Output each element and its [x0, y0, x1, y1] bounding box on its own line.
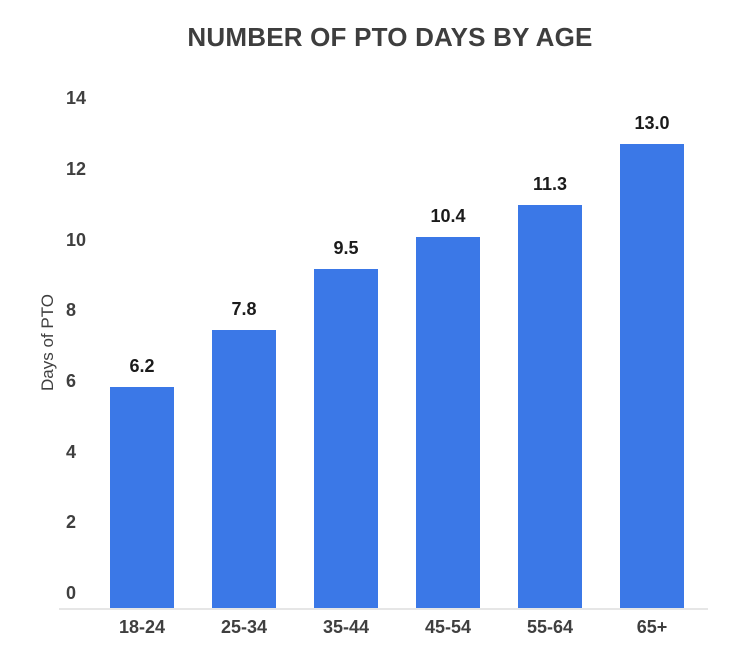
bar-value-label: 11.3 [532, 173, 568, 194]
x-axis-tick-label: 35-44 [322, 617, 370, 637]
bar-value-label: 6.2 [129, 355, 155, 376]
bar-45-54 [416, 236, 480, 608]
x-axis-tick-label: 55-64 [526, 617, 574, 637]
x-axis-tick-label: 65+ [636, 617, 668, 637]
bar-65+ [620, 143, 684, 608]
x-axis-line [59, 608, 708, 610]
bar-55-64 [518, 204, 582, 608]
y-axis-tick-label: 4 [66, 441, 77, 462]
bar-value-label: 9.5 [333, 237, 359, 258]
y-axis-tick-label: 6 [66, 371, 77, 392]
y-axis-tick-label: 14 [66, 88, 87, 109]
bar-value-label: 13.0 [634, 112, 670, 133]
bar-18-24 [110, 386, 174, 608]
x-axis-tick-label: 18-24 [118, 617, 166, 637]
bar-value-label: 10.4 [430, 205, 466, 226]
y-axis-tick-label: 2 [66, 512, 77, 533]
y-axis-title: Days of PTO [38, 294, 57, 392]
x-axis-tick-label: 45-54 [424, 617, 472, 637]
y-axis-tick-label: 0 [66, 583, 77, 603]
chart-title: NUMBER OF PTO DAYS BY AGE [187, 22, 593, 52]
y-axis-tick-label: 8 [66, 300, 77, 321]
bar-35-44 [314, 268, 378, 608]
y-axis-tick-label: 10 [66, 229, 87, 250]
bar-value-label: 7.8 [231, 298, 257, 319]
y-axis-tick-label: 12 [66, 159, 87, 180]
bar-25-34 [212, 329, 276, 608]
x-axis-tick-label: 25-34 [220, 617, 268, 637]
